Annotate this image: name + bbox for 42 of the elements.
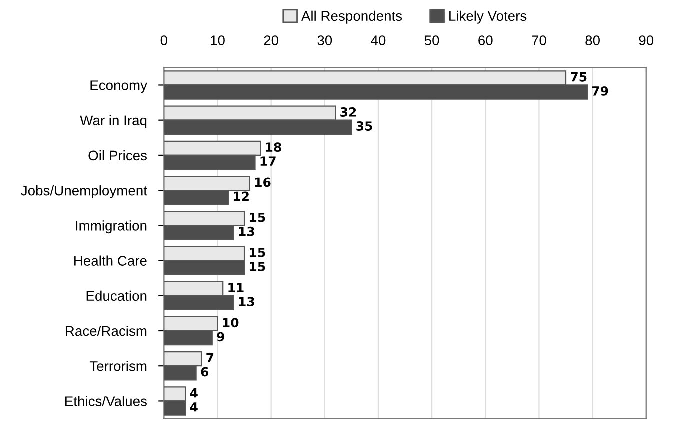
- data-label: 4: [190, 388, 198, 398]
- data-label: 17: [260, 156, 276, 166]
- data-label: 15: [250, 262, 266, 272]
- data-label: 12: [234, 192, 249, 202]
- y-tick-label: Health Care: [74, 256, 147, 266]
- y-tick-label: Ethics/Values: [66, 396, 147, 406]
- y-tick-label: Oil Prices: [88, 150, 147, 161]
- data-label: 9: [217, 332, 224, 342]
- data-label: 4: [190, 402, 198, 412]
- data-label: 11: [228, 283, 244, 292]
- x-tick-label: 20: [264, 36, 278, 46]
- x-tick-label: 80: [586, 36, 600, 46]
- y-tick-label: Education: [86, 290, 147, 302]
- y-tick-label: War in Iraq: [80, 115, 147, 128]
- x-tick-label: 50: [424, 36, 440, 46]
- data-label: 6: [201, 367, 208, 377]
- data-label: 16: [255, 178, 271, 188]
- y-tick-label: Race/Racism: [66, 326, 147, 336]
- data-label: 13: [239, 297, 254, 307]
- y-tick-label: Terrorism: [90, 361, 147, 372]
- data-label: 75: [571, 72, 587, 82]
- x-tick-label: 0: [160, 36, 168, 46]
- y-tick-label: Economy: [90, 80, 148, 94]
- x-tick-label: 90: [639, 36, 654, 46]
- data-label: 32: [340, 107, 356, 117]
- x-tick-label: 10: [211, 36, 225, 46]
- y-tick-label: Jobs/Unemployment: [21, 186, 148, 198]
- data-label: 13: [239, 226, 254, 236]
- x-tick-label: 40: [371, 36, 386, 46]
- data-label: 35: [356, 122, 372, 131]
- x-tick-label: 60: [478, 36, 493, 46]
- x-tick-label: 30: [318, 36, 332, 46]
- data-label: 7: [206, 353, 214, 363]
- data-label: 15: [250, 212, 266, 222]
- x-tick-label: 70: [532, 36, 546, 46]
- data-label: 79: [592, 86, 608, 96]
- data-label: 15: [250, 248, 266, 258]
- data-label: 18: [266, 142, 282, 152]
- legend-label: All Respondents: [301, 10, 402, 24]
- y-tick-label: Immigration: [76, 220, 147, 234]
- data-label: 10: [223, 318, 239, 328]
- legend-label: Likely Voters: [450, 10, 527, 24]
